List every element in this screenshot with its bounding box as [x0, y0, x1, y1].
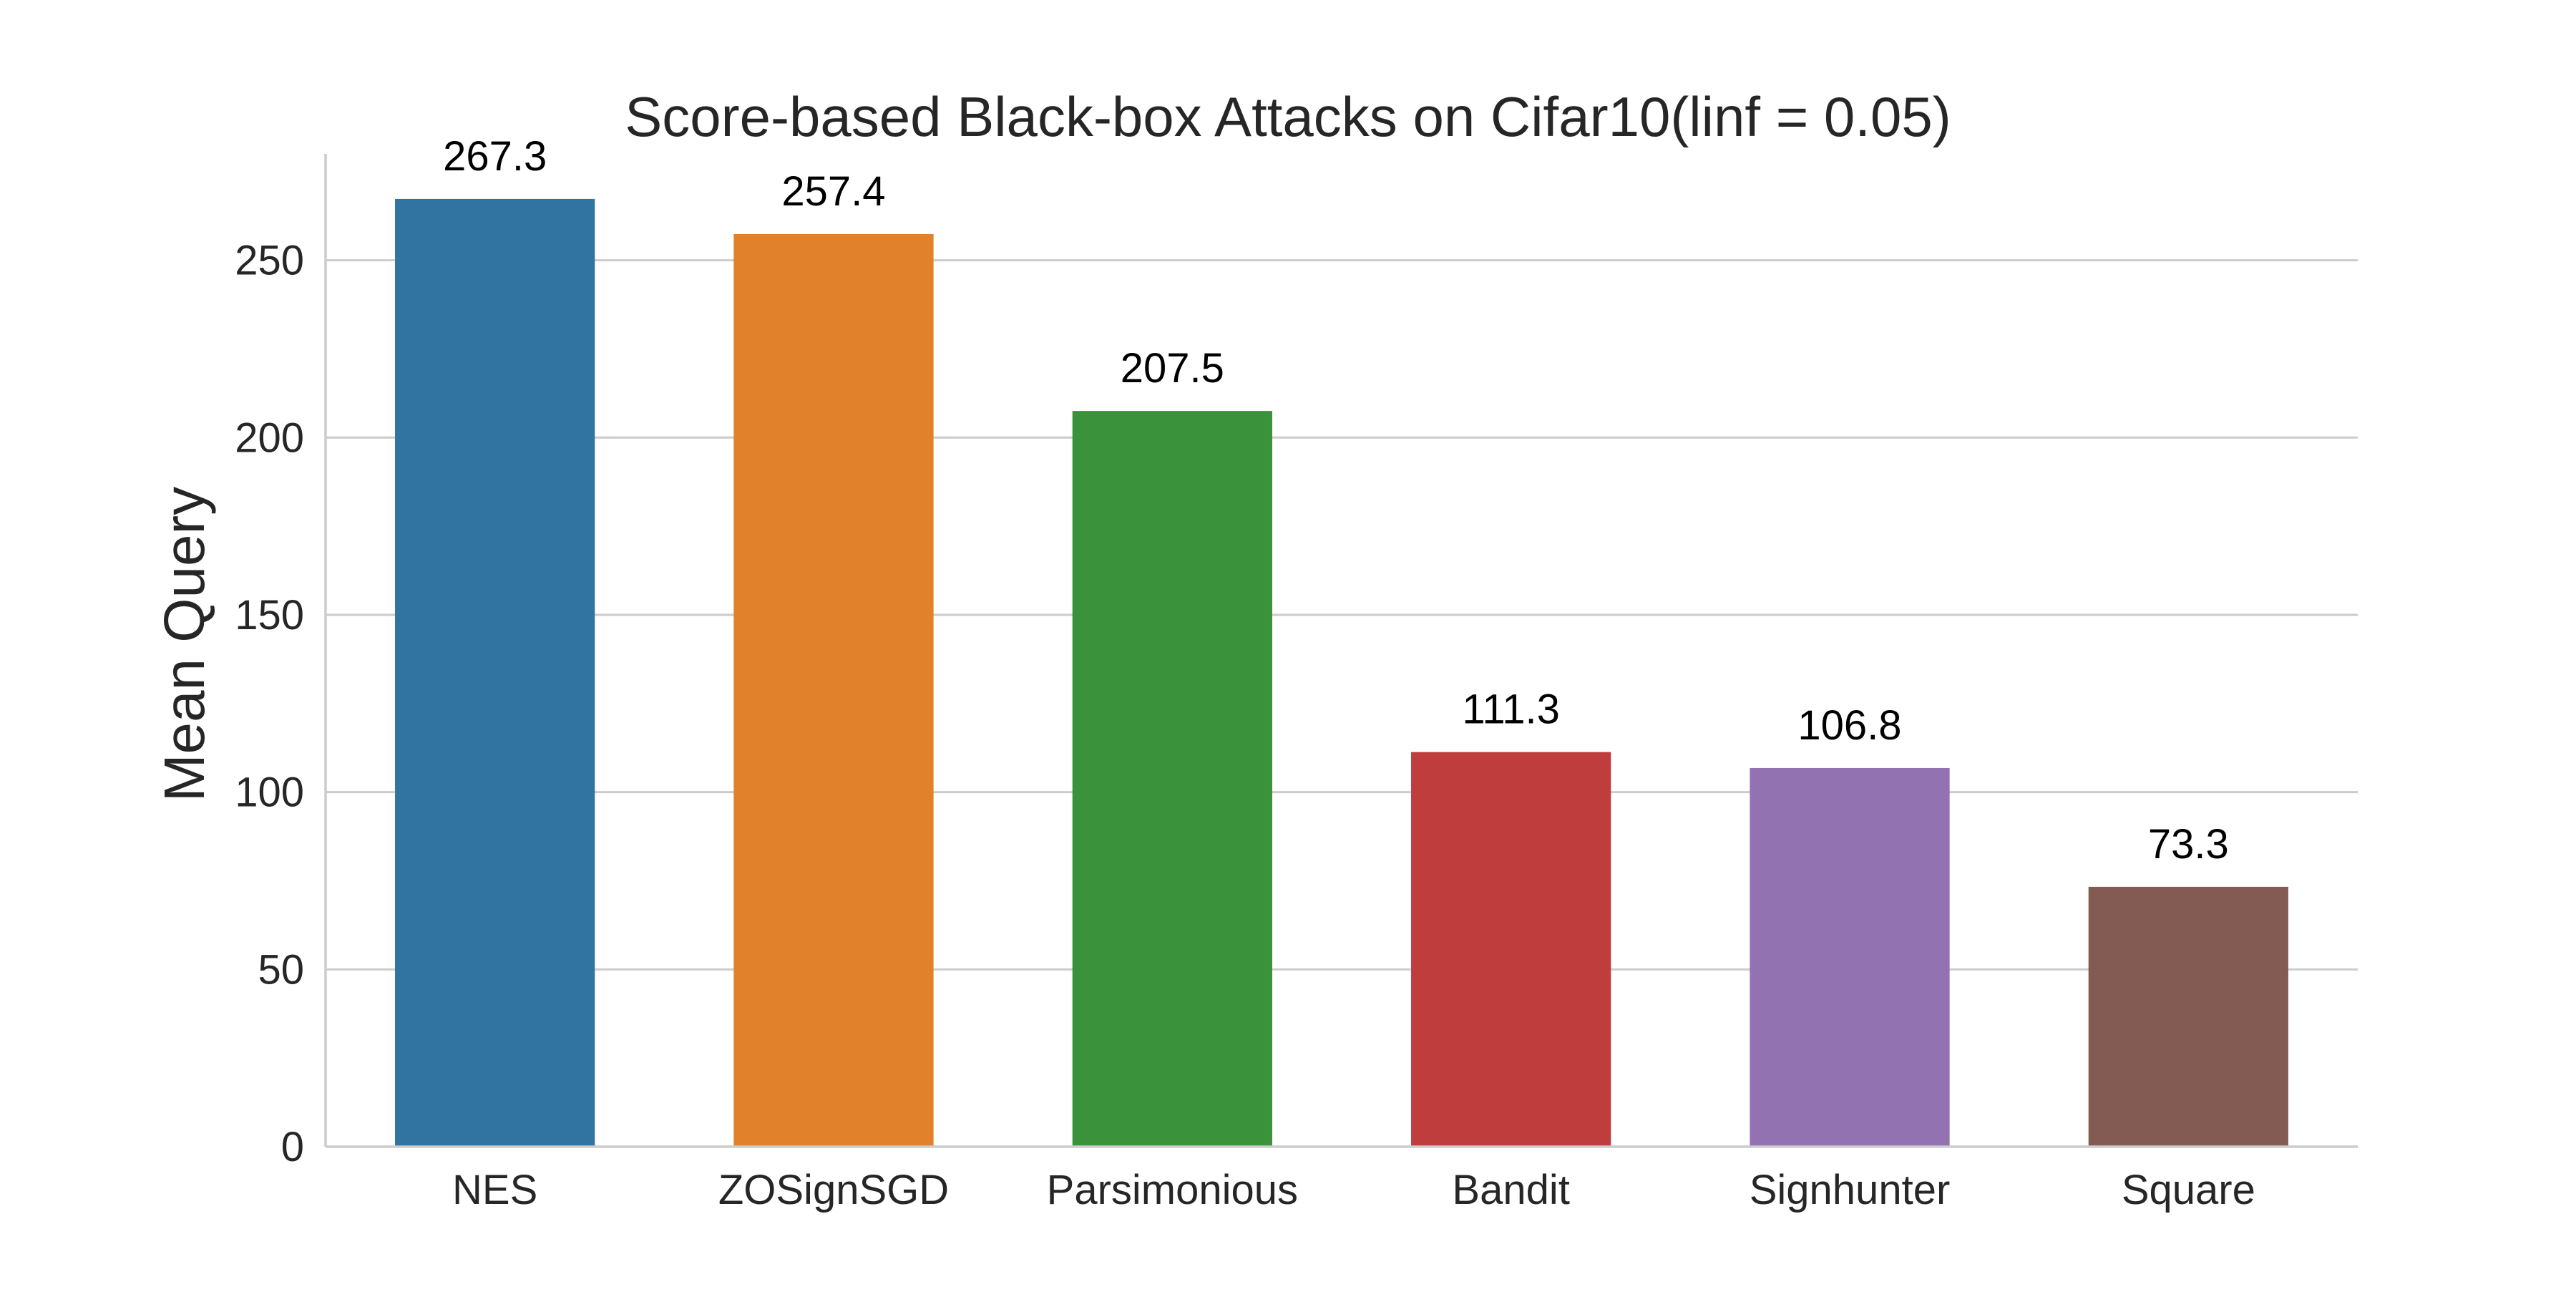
bar-value-labels: 267.3 257.4 207.5 111.3 106.8 73.3 [443, 133, 2229, 868]
y-tick-label-50: 50 [258, 946, 304, 993]
y-tick-label-250: 250 [235, 238, 304, 284]
x-tick-label-signhunter: Signhunter [1750, 1167, 1951, 1213]
x-tick-label-zosignsgd: ZOSignSGD [718, 1167, 949, 1213]
bar-value-label-nes: 267.3 [443, 133, 547, 180]
bar-value-label-signhunter: 106.8 [1797, 702, 1901, 749]
y-tick-label-150: 150 [235, 592, 304, 638]
bars [395, 198, 2288, 1147]
gridlines [326, 259, 2358, 971]
bar-value-label-zosignsgd: 257.4 [781, 168, 885, 215]
chart-title: Score-based Black-box Attacks on Cifar10… [625, 85, 1951, 148]
x-tick-label-square: Square [2122, 1167, 2255, 1213]
bar-zosignsgd [733, 233, 934, 1147]
y-tick-label-100: 100 [235, 769, 304, 816]
bar-bandit [1411, 752, 1611, 1147]
y-axis-label: Mean Query [152, 487, 216, 802]
axes [324, 154, 2358, 1148]
bar-signhunter [1750, 767, 1950, 1147]
y-tick-label-0: 0 [281, 1124, 304, 1170]
x-tick-label-nes: NES [452, 1167, 537, 1213]
x-tick-label-bandit: Bandit [1452, 1167, 1569, 1213]
bar-nes [395, 198, 595, 1147]
bar-value-label-bandit: 111.3 [1462, 686, 1560, 733]
bar-value-label-square: 73.3 [2148, 821, 2229, 868]
x-tick-labels: NES ZOSignSGD Parsimonious Bandit Signhunter… [452, 1167, 2255, 1213]
y-tick-label-200: 200 [235, 414, 304, 461]
y-tick-labels: 0 50 100 150 200 250 [235, 238, 304, 1170]
x-tick-label-parsimonious: Parsimonious [1047, 1167, 1298, 1213]
bar-parsimonious [1072, 411, 1272, 1147]
bar-square [2088, 886, 2288, 1147]
bar-value-label-parsimonious: 207.5 [1121, 345, 1224, 392]
